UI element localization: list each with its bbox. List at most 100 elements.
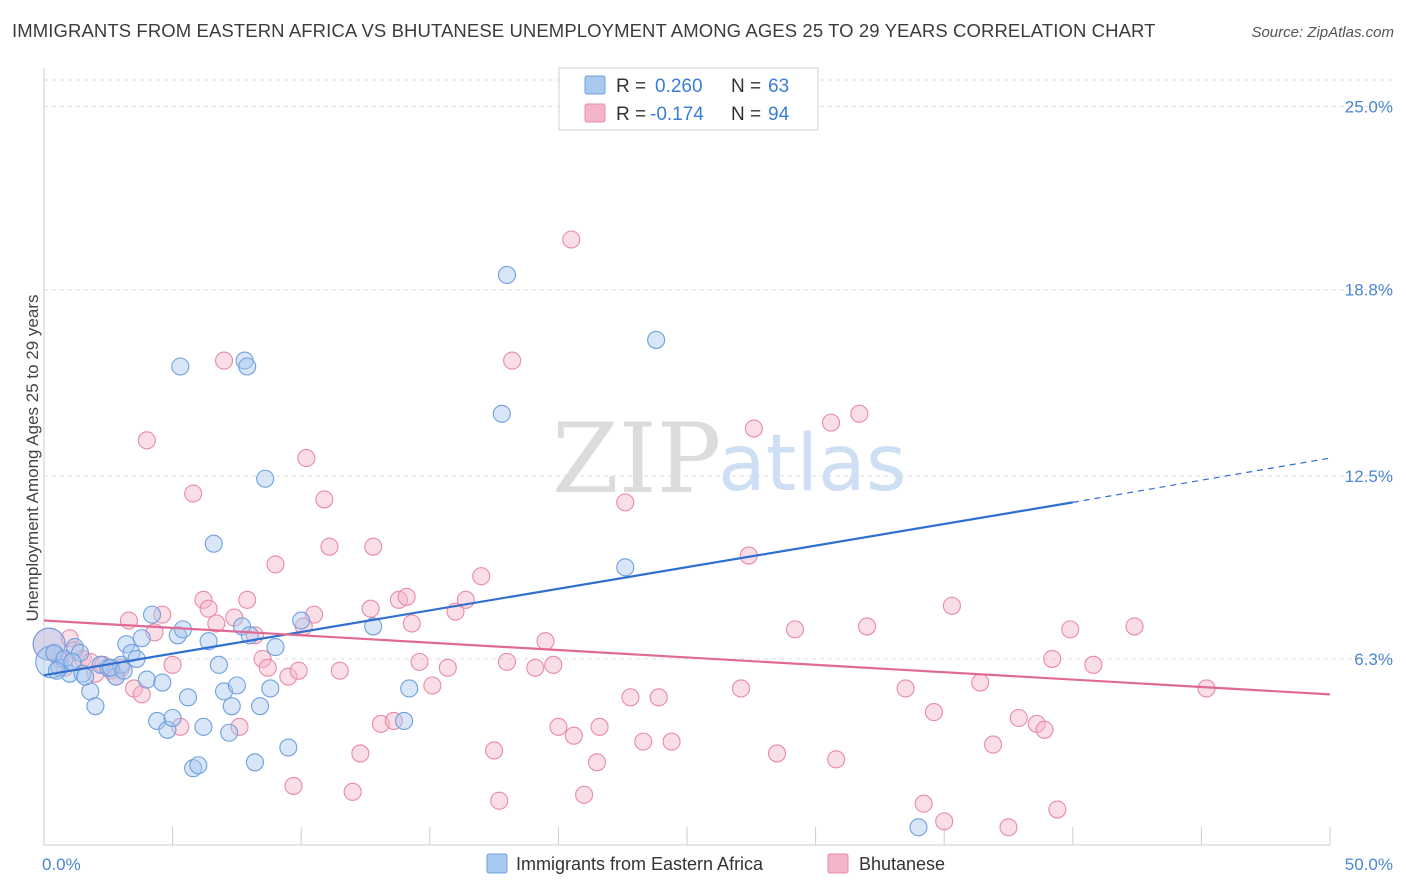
eastern-africa-point-53	[492, 404, 511, 423]
bhutanese-point-68	[587, 753, 607, 772]
eastern-africa-point-48	[171, 357, 190, 376]
bhutanese-point-97	[1061, 620, 1080, 639]
bhutanese-point-74	[662, 732, 681, 751]
bhutanese-point-81	[827, 750, 846, 769]
eastern-africa-point-49	[238, 357, 257, 376]
bhutanese-point-39	[315, 490, 334, 509]
eastern-africa-point-50	[364, 617, 383, 636]
watermark-atlas: atlas	[718, 419, 907, 509]
x-tick-label-0: 0.0%	[42, 855, 81, 874]
bhutanese-point-79	[785, 620, 805, 639]
eastern-africa-point-41	[245, 753, 264, 772]
bhutanese-point-72	[634, 732, 653, 751]
bhutanese-point-69	[590, 717, 609, 736]
series-eastern-africa-points	[32, 265, 928, 837]
bhutanese-point-30	[253, 649, 272, 668]
bhutanese-point-32	[266, 555, 285, 574]
bhutanese-point-41	[330, 661, 349, 680]
y-axis-label: Unemployment Among Ages 25 to 29 years	[23, 295, 42, 622]
bhutanese-point-19	[163, 655, 182, 674]
eastern-africa-point-45	[266, 638, 285, 657]
bhutanese-point-78	[767, 744, 787, 763]
eastern-africa-point-47	[292, 611, 311, 630]
eastern-africa-point-28	[184, 759, 203, 778]
eastern-africa-point-46	[279, 738, 298, 757]
eastern-africa-point-15	[117, 635, 136, 654]
y-tick-label-0: 6.3%	[1354, 650, 1393, 669]
bhutanese-point-33	[279, 667, 298, 686]
bhutanese-point-51	[410, 652, 429, 671]
eastern-africa-point-37	[227, 676, 246, 695]
bhutanese-point-18	[153, 605, 172, 624]
legend-r-label-blue: R =	[616, 76, 646, 97]
bhutanese-point-31	[258, 658, 277, 677]
bhutanese-point-23	[199, 599, 218, 618]
eastern-africa-point-35	[220, 723, 239, 742]
bhutanese-point-45	[364, 537, 383, 556]
x-tick-label-1: 50.0%	[1345, 855, 1393, 874]
legend-n-value-blue: 63	[768, 76, 789, 97]
bhutanese-point-21	[184, 484, 203, 503]
bhutanese-point-44	[361, 599, 380, 618]
bhutanese-point-61	[526, 658, 545, 677]
eastern-africa-point-22	[153, 673, 172, 692]
eastern-africa-point-62	[47, 661, 66, 680]
y-tick-label-3: 25.0%	[1345, 98, 1393, 117]
bhutanese-point-43	[351, 744, 370, 763]
legend-r-value-pink: -0.174	[650, 104, 704, 125]
eastern-africa-point-19	[137, 670, 156, 689]
bhutanese-point-34	[284, 776, 303, 795]
y-tick-label-2: 18.8%	[1345, 281, 1393, 300]
bhutanese-point-92	[1009, 708, 1028, 728]
bhutanese-point-37	[297, 449, 316, 468]
trend-line-eastern-africa	[43, 501, 1073, 677]
bhutanese-point-60	[503, 351, 522, 370]
bhutanese-point-25	[214, 351, 234, 370]
bhutanese-point-75	[731, 679, 751, 698]
watermark: ZIP atlas	[552, 403, 907, 515]
bhutanese-point-64	[549, 717, 568, 736]
eastern-africa-point-29	[189, 756, 208, 775]
eastern-africa-point-43	[256, 469, 275, 488]
bottom-legend-label-blue: Immigrants from Eastern Africa	[516, 854, 764, 874]
bottom-legend-swatch-pink	[827, 853, 849, 874]
bhutanese-point-63	[544, 655, 563, 674]
bhutanese-point-47	[384, 711, 403, 730]
eastern-africa-point-10	[86, 697, 105, 716]
eastern-africa-point-61	[63, 652, 82, 671]
eastern-africa-point-27	[178, 688, 198, 707]
bhutanese-point-58	[490, 791, 509, 810]
bottom-legend: Immigrants from Eastern Africa Bhutanese	[486, 853, 945, 874]
bhutanese-point-67	[575, 785, 594, 804]
eastern-africa-point-57	[909, 818, 928, 837]
eastern-africa-point-58	[76, 667, 95, 686]
legend-r-value-blue: 0.260	[655, 76, 703, 97]
bhutanese-point-65	[562, 230, 581, 249]
trend-line-bhutanese	[43, 619, 1331, 696]
source-credit: Source: ZipAtlas.com	[1251, 24, 1394, 41]
eastern-africa-point-18	[132, 629, 151, 648]
bhutanese-point-84	[896, 679, 915, 698]
bhutanese-point-80	[821, 413, 841, 432]
eastern-africa-point-42	[250, 697, 270, 716]
bhutanese-point-56	[472, 567, 491, 586]
bhutanese-point-35	[289, 661, 308, 680]
eastern-africa-point-54	[497, 265, 517, 284]
trend-lines	[43, 457, 1331, 696]
bhutanese-point-53	[438, 658, 457, 677]
bhutanese-point-70	[616, 493, 635, 512]
bhutanese-point-73	[649, 688, 668, 707]
bhutanese-point-40	[320, 537, 339, 556]
legend-n-label-blue: N =	[731, 76, 761, 97]
bhutanese-point-71	[621, 688, 640, 707]
eastern-africa-point-36	[222, 697, 241, 716]
eastern-africa-point-33	[209, 655, 228, 674]
bhutanese-point-42	[343, 782, 362, 801]
bhutanese-point-16	[137, 431, 156, 450]
eastern-africa-point-20	[142, 605, 162, 624]
bhutanese-point-87	[935, 812, 954, 831]
eastern-africa-point-51	[395, 711, 414, 730]
bhutanese-point-27	[230, 717, 249, 736]
bhutanese-point-94	[1035, 720, 1054, 739]
